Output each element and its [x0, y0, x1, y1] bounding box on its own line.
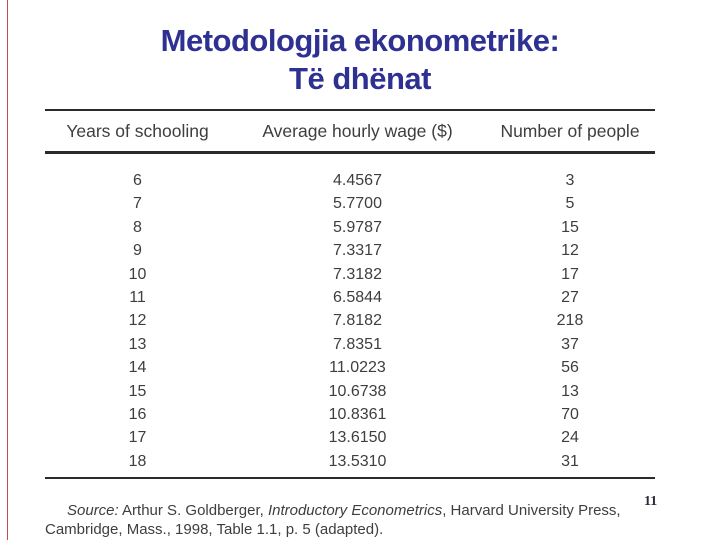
table-body: 6 4.4567 3 7 5.7700 5 8 5.9787 15 9 7.33…: [45, 169, 655, 473]
cell-years: 9: [133, 242, 142, 260]
table-row: 9 7.3317 12: [45, 239, 655, 262]
cell-years: 12: [128, 312, 147, 330]
cell-years: 14: [128, 359, 147, 377]
column-header-wage: Average hourly wage ($): [262, 121, 453, 141]
slide-title-line1: Metodologjia ekonometrike:: [160, 23, 560, 58]
cell-years: 17: [128, 429, 147, 447]
cell-wage: 13.6150: [328, 429, 387, 447]
table-row: 17 13.6150 24: [45, 426, 655, 449]
cell-people: 31: [561, 452, 579, 470]
table-row: 10 7.3182 17: [45, 263, 655, 286]
slide-title: Metodologjia ekonometrike: Të dhënat: [0, 22, 720, 98]
cell-years: 16: [128, 405, 147, 423]
cell-years: 13: [128, 335, 147, 353]
source-work-title: Introductory Econometrics: [267, 502, 443, 519]
source-label: Source:: [67, 502, 119, 519]
cell-people: 12: [561, 242, 579, 260]
source-note: Source: Arthur S. Goldberger, Introducto…: [45, 502, 633, 539]
cell-years: 18: [128, 452, 147, 470]
table-row: 7 5.7700 5: [45, 192, 655, 215]
column-header-people: Number of people: [500, 121, 640, 141]
cell-wage: 5.7700: [333, 195, 382, 213]
cell-years: 11: [129, 288, 146, 306]
cell-people: 27: [561, 288, 579, 306]
cell-wage: 4.4567: [333, 172, 382, 189]
cell-wage: 7.3182: [333, 265, 382, 283]
cell-wage: 5.9787: [333, 218, 382, 236]
table-header-rule: [45, 151, 655, 154]
table-row: 15 10.6738 13: [45, 380, 655, 403]
cell-years: 7: [133, 195, 142, 213]
cell-people: 17: [561, 265, 579, 283]
cell-years: 8: [133, 218, 142, 236]
page-number: 11: [644, 494, 658, 509]
cell-wage: 7.8351: [333, 335, 382, 353]
source-rest: , Harvard University Press, Cambridge, M…: [45, 502, 621, 538]
table-top-rule: [45, 109, 655, 111]
table-row: 18 13.5310 31: [45, 450, 655, 473]
cell-people: 70: [561, 405, 579, 423]
cell-wage: 7.8182: [333, 312, 382, 330]
cell-people: 37: [561, 335, 579, 353]
cell-years: 15: [128, 382, 147, 400]
cell-people: 24: [561, 429, 579, 447]
cell-wage: 10.6738: [328, 382, 387, 400]
cell-people: 3: [565, 172, 575, 189]
cell-people: 218: [556, 312, 584, 330]
cell-people: 56: [561, 359, 579, 377]
cell-wage: 6.5844: [333, 288, 382, 306]
table-row: 16 10.8361 70: [45, 403, 655, 426]
cell-years: 10: [128, 265, 147, 283]
table-row: 13 7.8351 37: [45, 333, 655, 356]
cell-wage: 13.5310: [328, 452, 387, 470]
table-row: 8 5.9787 15: [45, 216, 655, 239]
cell-people: 13: [561, 382, 579, 400]
cell-wage: 11.0223: [329, 359, 386, 377]
table-row: 14 11.0223 56: [45, 356, 655, 379]
table-row: 6 4.4567 3: [45, 169, 655, 192]
column-header-years: Years of schooling: [66, 121, 209, 141]
table-bottom-rule: [45, 477, 655, 479]
cell-wage: 10.8361: [328, 405, 387, 423]
table-row: 12 7.8182 218: [45, 309, 655, 332]
cell-people: 5: [565, 195, 575, 213]
source-authors: Arthur S. Goldberger,: [118, 502, 268, 519]
cell-people: 15: [561, 218, 579, 236]
cell-years: 6: [133, 172, 142, 189]
table-row: 11 6.5844 27: [45, 286, 655, 309]
left-accent-line: [7, 0, 8, 540]
slide-title-line2: Të dhënat: [289, 61, 431, 96]
cell-wage: 7.3317: [333, 242, 382, 260]
table-header-row: Years of schooling Average hourly wage (…: [45, 121, 655, 142]
